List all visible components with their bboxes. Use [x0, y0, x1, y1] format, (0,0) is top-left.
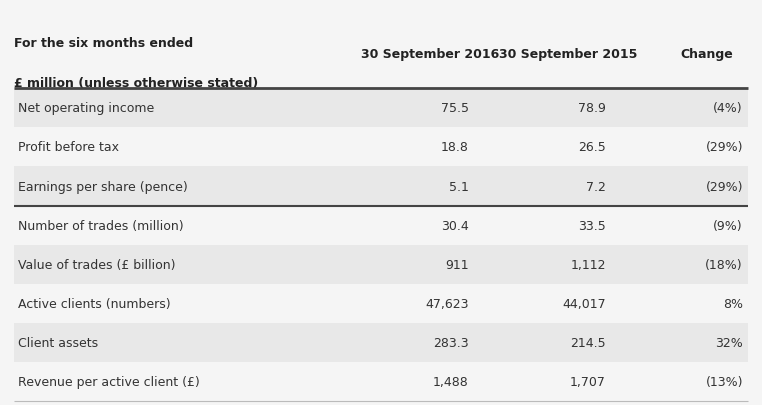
- Bar: [14, 206, 748, 245]
- Text: (9%): (9%): [713, 219, 743, 232]
- Text: (13%): (13%): [706, 375, 743, 388]
- Text: (29%): (29%): [706, 141, 743, 154]
- Text: 47,623: 47,623: [425, 297, 469, 310]
- Text: 32%: 32%: [716, 336, 743, 349]
- Text: (4%): (4%): [713, 102, 743, 115]
- Bar: [14, 284, 748, 323]
- Text: 1,488: 1,488: [433, 375, 469, 388]
- Text: 78.9: 78.9: [578, 102, 606, 115]
- Text: 5.1: 5.1: [449, 180, 469, 193]
- Text: 30 September 2015: 30 September 2015: [498, 48, 637, 61]
- Text: 33.5: 33.5: [578, 219, 606, 232]
- Text: 30.4: 30.4: [441, 219, 469, 232]
- Text: Value of trades (£ billion): Value of trades (£ billion): [18, 258, 175, 271]
- Text: 26.5: 26.5: [578, 141, 606, 154]
- Text: Net operating income: Net operating income: [18, 102, 154, 115]
- Text: Earnings per share (pence): Earnings per share (pence): [18, 180, 187, 193]
- Text: (18%): (18%): [706, 258, 743, 271]
- Bar: [14, 167, 748, 206]
- Text: Change: Change: [680, 48, 734, 61]
- Text: For the six months ended: For the six months ended: [14, 36, 193, 49]
- Bar: [14, 16, 748, 89]
- Bar: [14, 323, 748, 362]
- Text: 8%: 8%: [723, 297, 743, 310]
- Text: Active clients (numbers): Active clients (numbers): [18, 297, 170, 310]
- Text: 44,017: 44,017: [562, 297, 606, 310]
- Text: 30 September 2016: 30 September 2016: [361, 48, 500, 61]
- Bar: [14, 362, 748, 401]
- Text: Client assets: Client assets: [18, 336, 98, 349]
- Bar: [14, 89, 748, 128]
- Text: (29%): (29%): [706, 180, 743, 193]
- Text: 7.2: 7.2: [586, 180, 606, 193]
- Text: 18.8: 18.8: [440, 141, 469, 154]
- Text: 214.5: 214.5: [570, 336, 606, 349]
- Text: Number of trades (million): Number of trades (million): [18, 219, 183, 232]
- Bar: [14, 245, 748, 284]
- Text: 75.5: 75.5: [440, 102, 469, 115]
- Text: 1,112: 1,112: [570, 258, 606, 271]
- Text: Revenue per active client (£): Revenue per active client (£): [18, 375, 200, 388]
- Text: 283.3: 283.3: [433, 336, 469, 349]
- Text: Profit before tax: Profit before tax: [18, 141, 119, 154]
- Text: £ million (unless otherwise stated): £ million (unless otherwise stated): [14, 77, 258, 90]
- Bar: [14, 128, 748, 167]
- Text: 911: 911: [445, 258, 469, 271]
- Text: 1,707: 1,707: [570, 375, 606, 388]
